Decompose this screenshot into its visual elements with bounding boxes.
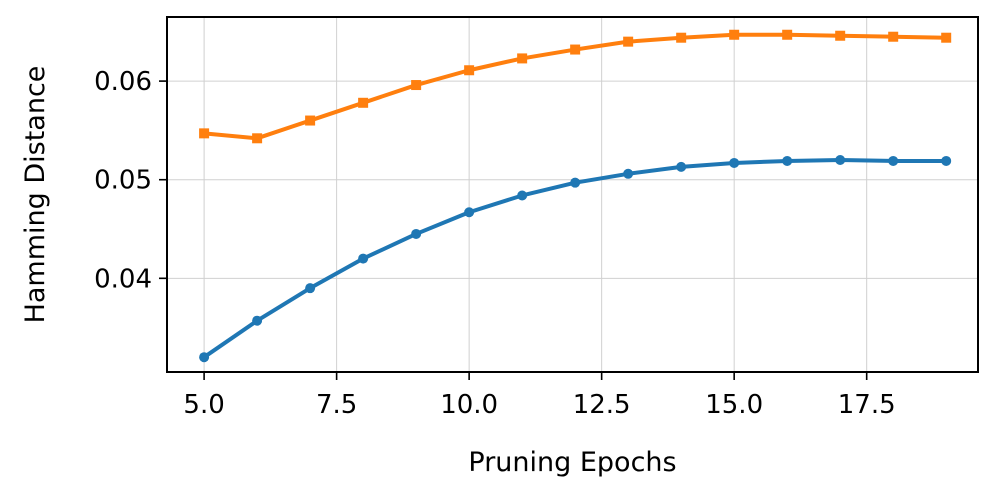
series-1-line xyxy=(202,157,949,360)
series-2-point xyxy=(623,36,634,47)
series-2-point xyxy=(252,133,263,144)
series-2-point xyxy=(729,29,740,40)
series-1-point xyxy=(358,253,369,264)
series-1-point xyxy=(305,283,316,294)
series-2-point xyxy=(835,30,846,41)
series-1-point xyxy=(570,177,581,188)
series-1-point xyxy=(729,157,740,168)
series-1-point xyxy=(411,228,422,239)
grid xyxy=(167,17,978,372)
x-axis-label: Pruning Epochs xyxy=(468,447,676,478)
series-1-point xyxy=(623,168,634,179)
series-2-point xyxy=(358,97,369,108)
series-1-point xyxy=(941,155,952,166)
series-2-point xyxy=(411,80,422,91)
y-tick-label: 0.05 xyxy=(94,166,152,196)
y-tick-label: 0.04 xyxy=(94,264,152,294)
series-1-point xyxy=(782,155,793,166)
series-1-point xyxy=(517,190,528,201)
series-1-point xyxy=(888,155,899,166)
x-tick-label: 15.0 xyxy=(705,390,763,420)
series-2-point xyxy=(782,29,793,40)
series-2-point xyxy=(199,128,210,139)
series-1-point xyxy=(676,161,687,172)
series-2-point xyxy=(305,115,316,126)
series-2-point xyxy=(941,32,952,43)
series-1-point xyxy=(199,352,210,363)
series-2-point xyxy=(888,31,899,42)
x-tick-label: 10.0 xyxy=(440,390,498,420)
y-axis-label: Hamming Distance xyxy=(20,66,51,324)
x-tick-label: 12.5 xyxy=(573,390,631,420)
y-tick-label: 0.06 xyxy=(94,67,152,97)
series-1-point xyxy=(835,154,846,165)
plot-series xyxy=(199,29,952,363)
series-2-point xyxy=(676,32,687,43)
series-1-point xyxy=(464,207,475,218)
series-2-point xyxy=(570,44,581,55)
x-tick-label: 17.5 xyxy=(838,390,896,420)
plot-frame xyxy=(166,16,979,373)
x-tick-label: 5.0 xyxy=(183,390,224,420)
axis-ticks: 5.0 7.5 10.0 12.5 15.0 17.5 0.04 0.05 0.06 xyxy=(94,67,896,420)
series-1-point xyxy=(252,315,263,326)
x-tick-label: 7.5 xyxy=(316,390,357,420)
series-2-point xyxy=(464,65,475,76)
series-2-point xyxy=(517,53,528,64)
